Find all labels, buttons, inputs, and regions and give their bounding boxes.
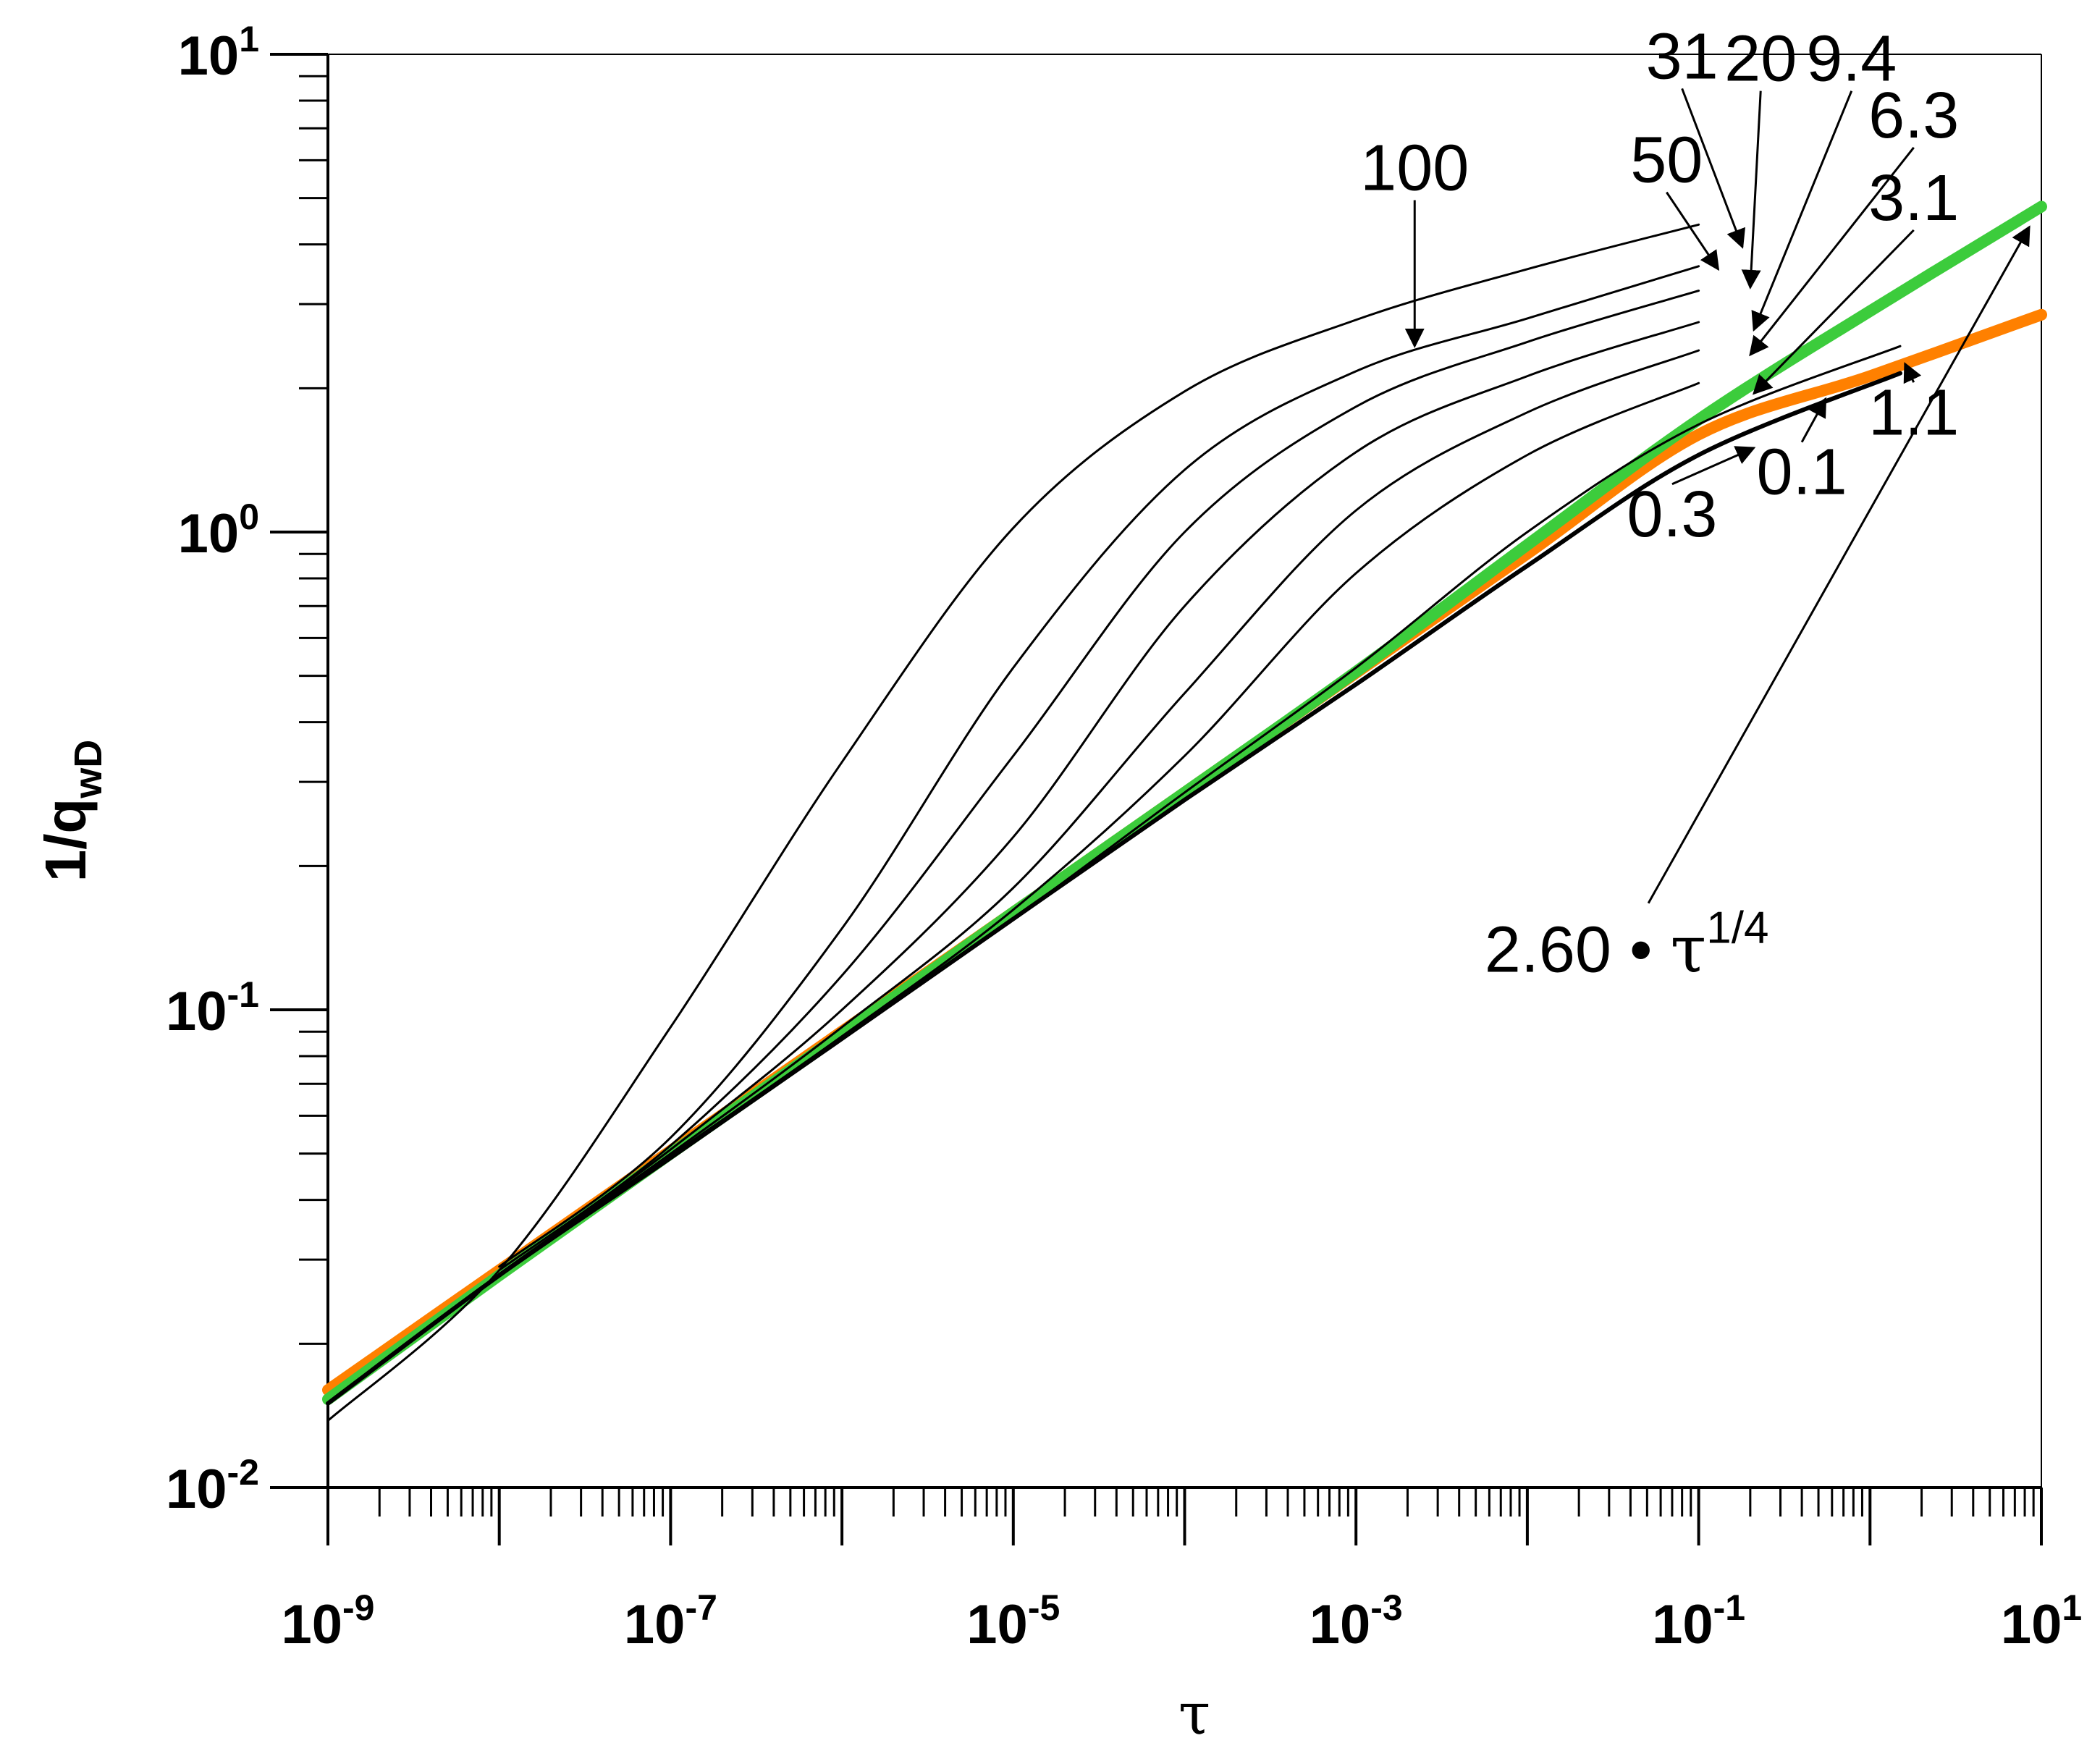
x-tick-label: 10-3 [1310, 1587, 1403, 1655]
annotation-label: 0.1 [1757, 436, 1847, 509]
annotation-arrow [1752, 229, 1915, 395]
annotation-arrow [1671, 446, 1756, 486]
annotation-arrow [1903, 362, 1922, 384]
y-tick-label: 10-1 [166, 974, 259, 1042]
annotation-label: 100 [1360, 132, 1469, 204]
x-tick-label: 10-1 [1652, 1587, 1745, 1655]
annotation-label: 6.3 [1868, 80, 1959, 152]
y-tick-label: 101 [178, 19, 259, 87]
series-line-20 [498, 321, 1700, 1275]
annotation-label: 20 [1724, 23, 1797, 96]
x-axis-label: τ [1178, 1680, 1210, 1747]
series-line-green [322, 201, 2047, 1406]
series-line-9-4 [498, 349, 1700, 1275]
x-tick-label: 101 [2001, 1587, 2082, 1655]
series-group [322, 201, 2047, 1422]
series-line-100 [326, 223, 1700, 1422]
annotation-arrow [1666, 191, 1720, 271]
series-line-50 [498, 265, 1700, 1268]
annotation-label: 0.3 [1627, 478, 1717, 551]
annotation-label: 50 [1630, 125, 1703, 197]
y-tick-label: 10-2 [166, 1452, 259, 1520]
annotation-arrow [1681, 88, 1745, 249]
annotation-label: 31 [1646, 20, 1719, 93]
x-tick-label: 10-9 [281, 1587, 374, 1655]
x-tick-label: 10-7 [624, 1587, 717, 1655]
annotation-label: 1.1 [1868, 376, 1959, 449]
series-line-1-1 [326, 371, 1902, 1406]
x-tick-label: 10-5 [966, 1587, 1060, 1655]
annotations-group: 100 50 31 20 9.46.3 3.1 0.3 0.1 1.1 2.60 • τ1/4 [1360, 20, 2031, 988]
y-tick-label: 100 [178, 497, 259, 565]
annotation-arrow [1751, 90, 1853, 332]
series-line-31 [498, 290, 1700, 1272]
annotation-label: 9.4 [1806, 23, 1897, 96]
axes: 10-9 10-7 10-5 10-3 10-1 101 10-2 10-1 100 101 [166, 19, 2082, 1655]
annotation-label: 3.1 [1868, 162, 1959, 235]
annotation-arrow [1800, 397, 1827, 443]
annotation-arrow [1741, 90, 1762, 290]
formula-arrow [1647, 225, 2031, 904]
annotation-arrow [1749, 146, 1915, 357]
formula-label: 2.60 • τ1/4 [1485, 903, 1769, 988]
y-axis-label: 1/qwD [33, 740, 110, 882]
